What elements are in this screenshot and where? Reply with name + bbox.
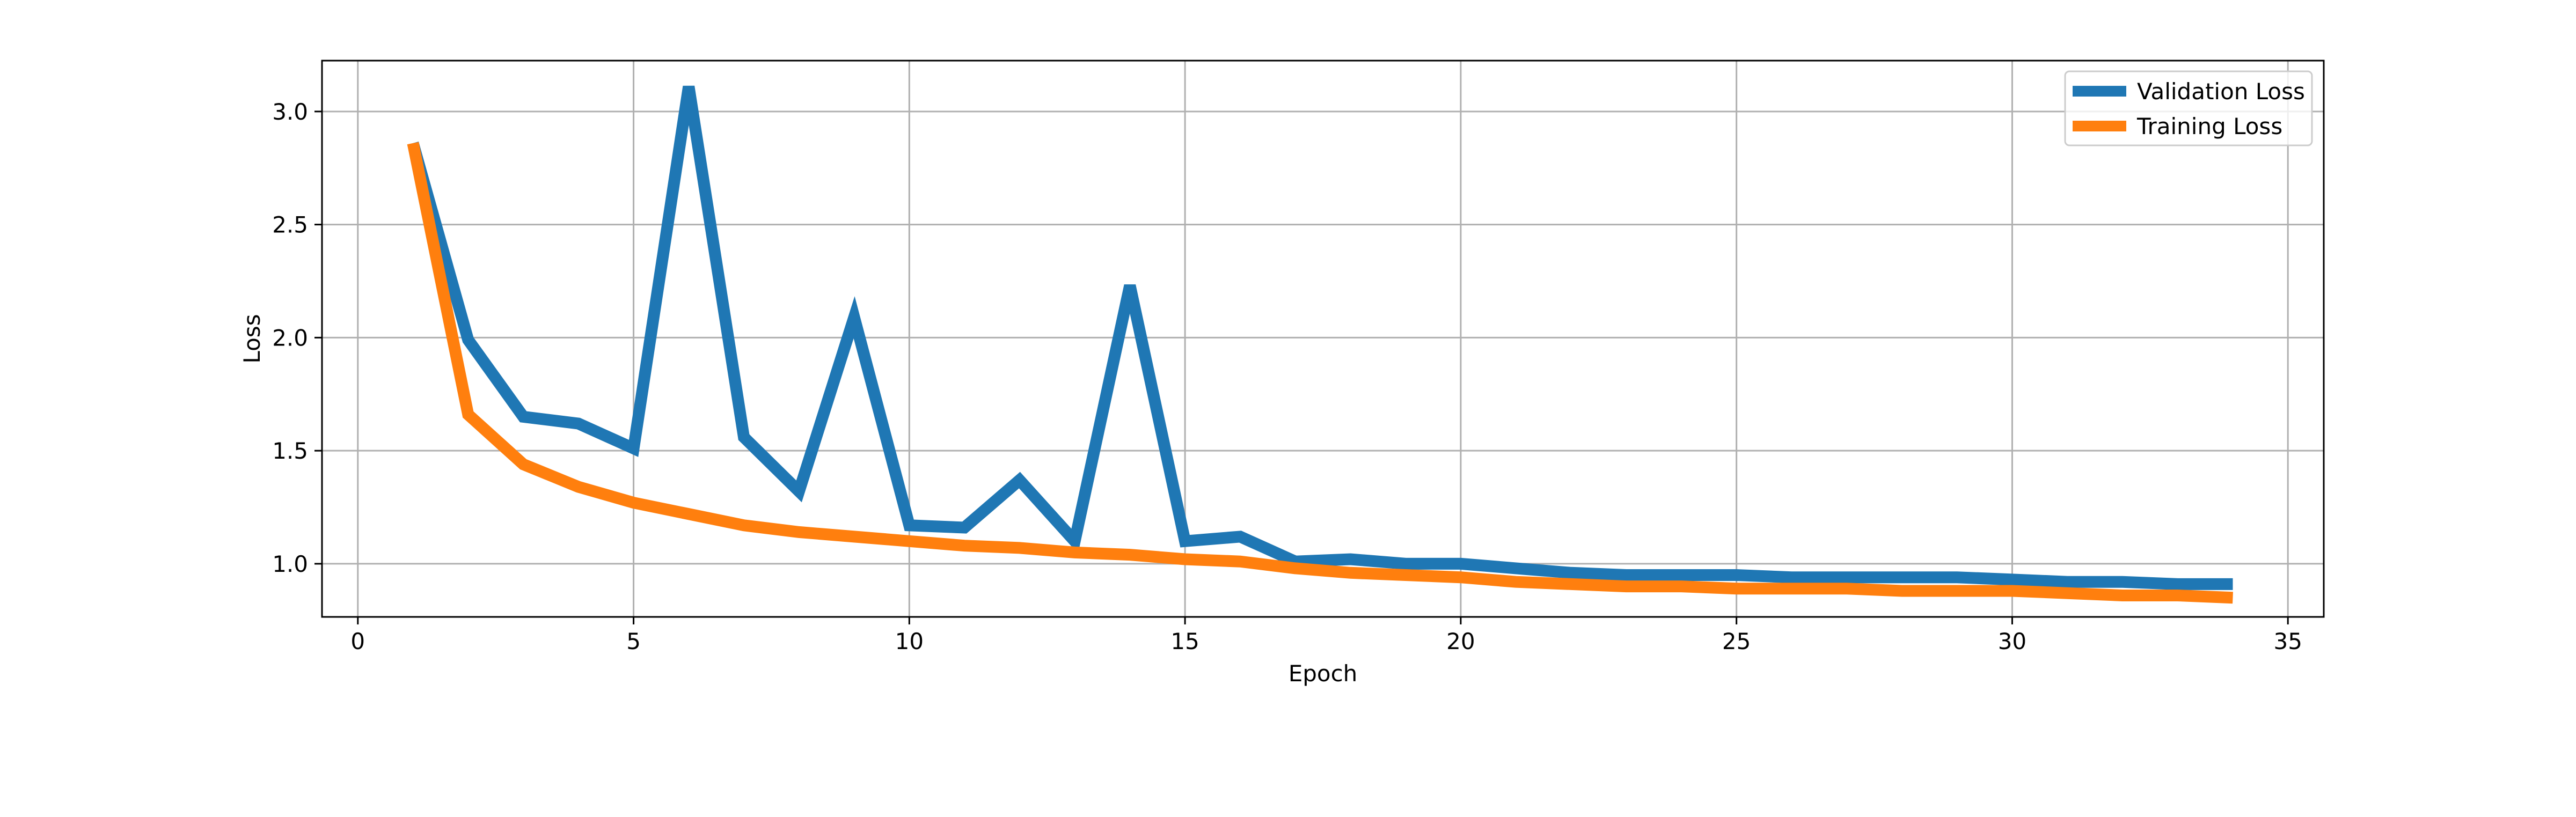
x-tick-label: 5 [626,628,641,654]
x-tick-label: 25 [1722,628,1751,654]
legend-label-training: Training Loss [2136,113,2282,139]
y-tick-label: 1.5 [272,438,308,464]
series-line-validation [407,85,2233,590]
x-axis: 0 5 10 15 20 25 30 35 [350,617,2302,654]
x-tick-label: 30 [1998,628,2026,654]
legend-label-validation: Validation Loss [2137,78,2305,105]
y-tick-label: 2.5 [272,212,308,238]
plot-frame [321,60,2325,618]
x-tick-label: 35 [2273,628,2302,654]
grid [322,61,2324,617]
y-tick-label: 3.0 [272,99,308,125]
x-tick-label: 15 [1170,628,1199,654]
x-axis-label: Epoch [1289,660,1358,687]
y-axis-label: Loss [239,314,265,363]
x-tick-label: 20 [1446,628,1475,654]
legend-box [2064,70,2313,146]
x-tick-label: 0 [350,628,365,654]
x-tick-label: 10 [895,628,924,654]
series-line-training [407,142,2233,604]
legend: Validation Loss Training Loss [2064,70,2313,146]
series-lines [407,85,2233,604]
y-axis: 1.0 1.5 2.0 2.5 3.0 [272,99,322,577]
y-tick-label: 2.0 [272,325,308,351]
y-tick-label: 1.0 [272,551,308,577]
